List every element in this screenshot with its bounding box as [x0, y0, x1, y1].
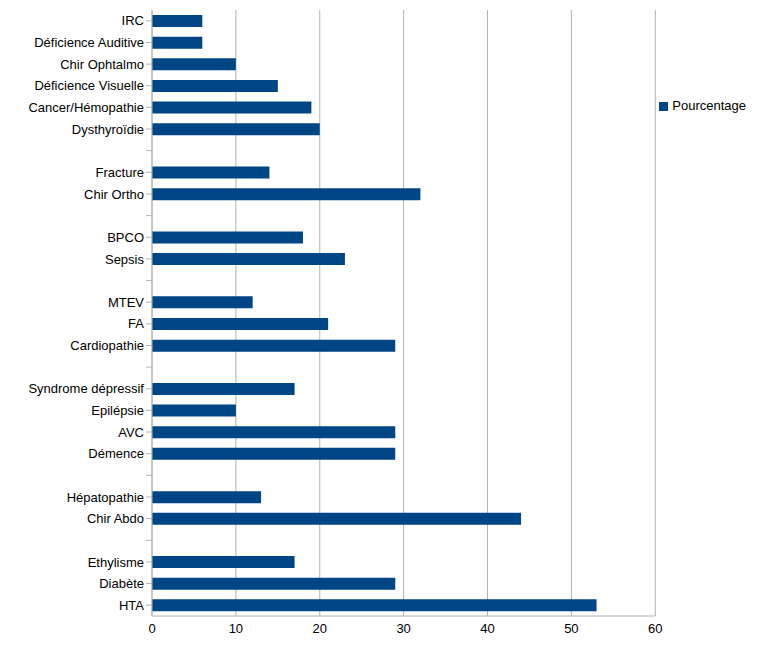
svg-text:Epilépsie: Epilépsie	[91, 403, 144, 418]
svg-text:Syndrome dépressif: Syndrome dépressif	[28, 381, 144, 396]
html-text:Pourcentage: Pourcentage	[672, 98, 746, 113]
svg-text:Chir Ophtalmo: Chir Ophtalmo	[60, 57, 144, 72]
svg-text:Sepsis: Sepsis	[105, 252, 145, 267]
svg-text:MTEV: MTEV	[108, 295, 144, 310]
svg-text:Dysthyroïdie: Dysthyroïdie	[72, 122, 144, 137]
svg-text:IRC: IRC	[122, 13, 144, 28]
svg-text:Ethylisme: Ethylisme	[88, 555, 144, 570]
svg-text:50: 50	[564, 621, 578, 636]
svg-text:Diabète: Diabète	[99, 576, 144, 591]
svg-text:FA: FA	[128, 316, 144, 331]
svg-text:0: 0	[148, 621, 155, 636]
svg-text:10: 10	[229, 621, 243, 636]
svg-text:Cardiopathie: Cardiopathie	[70, 338, 144, 353]
svg-text:AVC: AVC	[118, 425, 144, 440]
svg-text:HTA: HTA	[119, 598, 144, 613]
svg-text:20: 20	[313, 621, 327, 636]
svg-text:Démence: Démence	[88, 446, 144, 461]
svg-text:Chir Abdo: Chir Abdo	[87, 511, 144, 526]
svg-text:Fracture: Fracture	[96, 165, 144, 180]
svg-text:60: 60	[648, 621, 662, 636]
svg-text:Cancer/Hémopathie: Cancer/Hémopathie	[28, 100, 144, 115]
svg-text:Déficience Auditive: Déficience Auditive	[34, 35, 144, 50]
svg-text:BPCO: BPCO	[107, 230, 144, 245]
svg-text:Déficience Visuelle: Déficience Visuelle	[34, 78, 144, 93]
svg-text:40: 40	[480, 621, 494, 636]
svg-text:Chir Ortho: Chir Ortho	[84, 187, 144, 202]
svg-text:Hépatopathie: Hépatopathie	[67, 490, 144, 505]
svg-text:30: 30	[396, 621, 410, 636]
